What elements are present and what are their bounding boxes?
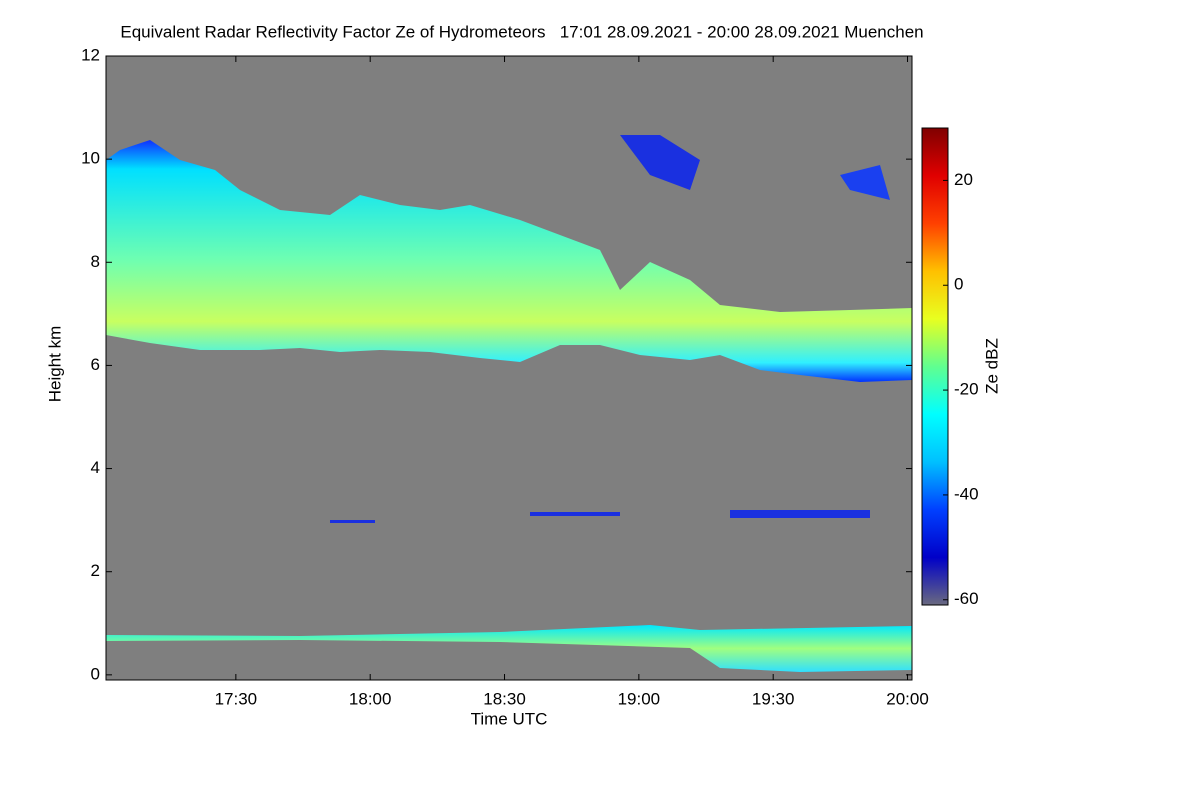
y-axis-label: Height km <box>45 326 64 403</box>
colorbar-tick-label: -40 <box>954 484 979 503</box>
x-tick-label: 19:00 <box>618 689 661 708</box>
colorbar-tick-label: -60 <box>954 589 979 608</box>
colorbar-tick-label: 20 <box>954 170 973 189</box>
x-tick-label: 19:30 <box>752 689 795 708</box>
y-tick-label: 12 <box>81 45 100 64</box>
colorbar-label: Ze dBZ <box>982 338 1001 394</box>
y-tick-label: 4 <box>91 458 100 477</box>
x-tick-label: 17:30 <box>215 689 258 708</box>
colorbar-tick-label: -20 <box>954 380 979 399</box>
radar-field <box>106 135 912 672</box>
colorbar-tick-label: 0 <box>954 275 963 294</box>
y-tick-label: 6 <box>91 355 100 374</box>
chart-title: Equivalent Radar Reflectivity Factor Ze … <box>120 22 923 41</box>
y-tick-label: 8 <box>91 252 100 271</box>
colorbar <box>921 127 949 606</box>
plot-frame <box>105 55 913 681</box>
x-tick-label: 18:30 <box>483 689 526 708</box>
y-tick-label: 0 <box>91 664 100 683</box>
x-tick-label: 18:00 <box>349 689 392 708</box>
x-tick-label: 20:00 <box>886 689 929 708</box>
y-tick-label: 2 <box>91 561 100 580</box>
x-axis-label: Time UTC <box>471 709 548 728</box>
y-tick-label: 10 <box>81 149 100 168</box>
